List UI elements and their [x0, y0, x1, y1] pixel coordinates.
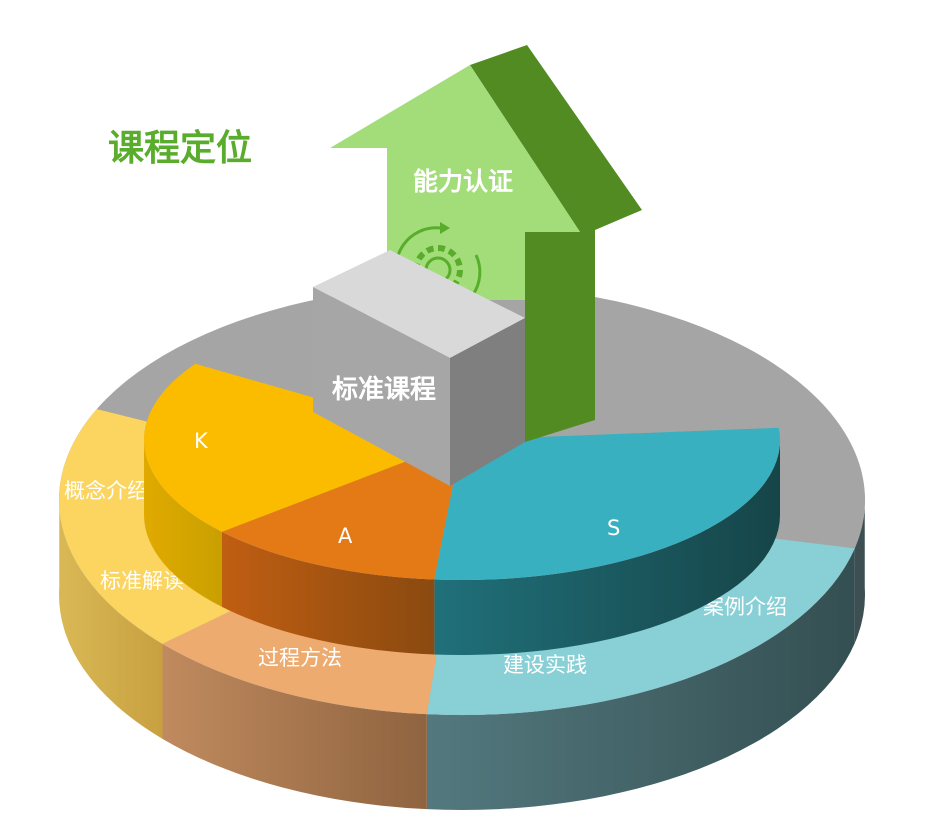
lower-side-orange — [162, 643, 427, 810]
cube-front — [313, 287, 450, 486]
lower-side-teal — [426, 548, 855, 811]
page-title: 课程定位 — [108, 128, 252, 169]
lower-side-yellow — [58, 492, 163, 739]
arrow-front — [330, 65, 580, 300]
upper-side-teal — [434, 440, 780, 656]
upper-top-teal — [434, 427, 781, 580]
label-construction-practice: 建设实践 — [503, 653, 587, 677]
label-k: K — [194, 429, 209, 453]
cube-top — [313, 250, 525, 358]
upper-ring-side — [144, 440, 780, 656]
upper-side-yellow — [144, 440, 223, 607]
lower-ring-side — [58, 492, 865, 811]
label-case-intro: 案例介绍 — [703, 595, 787, 619]
label-process-method: 过程方法 — [258, 646, 342, 670]
label-s: S — [607, 516, 620, 540]
label-concept-intro: 概念介绍 — [64, 479, 148, 503]
upper-ring-labels: K A S — [194, 429, 620, 548]
arrow-label: 能力认证 — [413, 167, 513, 196]
cube-label: 标准课程 — [332, 375, 436, 405]
upper-side-orange — [222, 531, 435, 655]
standard-course-cube: 标准课程 — [313, 250, 525, 486]
upper-top-yellow — [144, 363, 463, 532]
lower-side-gray — [854, 492, 865, 644]
lower-ring-labels: 概念介绍 标准解读 过程方法 建设实践 案例介绍 — [64, 479, 787, 677]
cube-right — [450, 318, 525, 486]
arrow-side — [470, 45, 642, 442]
upper-top-orange — [222, 440, 462, 580]
label-a: A — [338, 524, 353, 548]
label-standard-interpretation: 标准解读 — [100, 569, 184, 593]
